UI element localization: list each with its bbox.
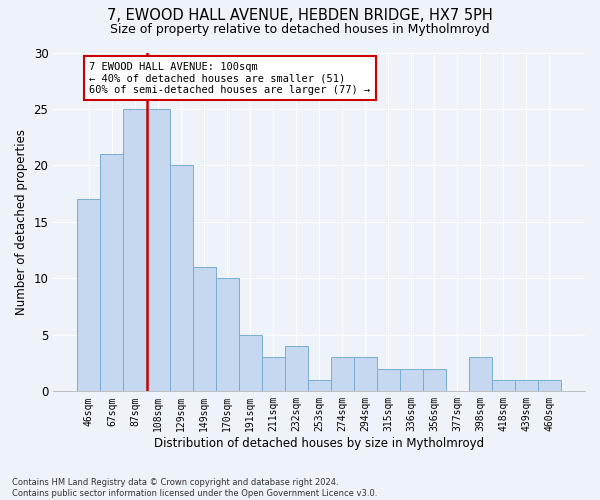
Bar: [308, 380, 331, 392]
Text: 7 EWOOD HALL AVENUE: 100sqm
← 40% of detached houses are smaller (51)
60% of sem: 7 EWOOD HALL AVENUE: 100sqm ← 40% of det…: [89, 62, 371, 94]
Bar: [284, 346, 308, 392]
Bar: [400, 368, 423, 392]
Text: Contains HM Land Registry data © Crown copyright and database right 2024.
Contai: Contains HM Land Registry data © Crown c…: [12, 478, 377, 498]
Bar: [170, 166, 193, 392]
Bar: [377, 368, 400, 392]
Bar: [100, 154, 124, 392]
Bar: [193, 267, 215, 392]
Bar: [469, 358, 492, 392]
Bar: [331, 358, 353, 392]
Bar: [215, 278, 239, 392]
Bar: [492, 380, 515, 392]
Bar: [515, 380, 538, 392]
Y-axis label: Number of detached properties: Number of detached properties: [15, 129, 28, 315]
Bar: [239, 335, 262, 392]
Bar: [146, 109, 170, 392]
X-axis label: Distribution of detached houses by size in Mytholmroyd: Distribution of detached houses by size …: [154, 437, 484, 450]
Text: 7, EWOOD HALL AVENUE, HEBDEN BRIDGE, HX7 5PH: 7, EWOOD HALL AVENUE, HEBDEN BRIDGE, HX7…: [107, 8, 493, 22]
Bar: [538, 380, 561, 392]
Bar: [77, 200, 100, 392]
Text: Size of property relative to detached houses in Mytholmroyd: Size of property relative to detached ho…: [110, 22, 490, 36]
Bar: [262, 358, 284, 392]
Bar: [353, 358, 377, 392]
Bar: [124, 109, 146, 392]
Bar: [423, 368, 446, 392]
